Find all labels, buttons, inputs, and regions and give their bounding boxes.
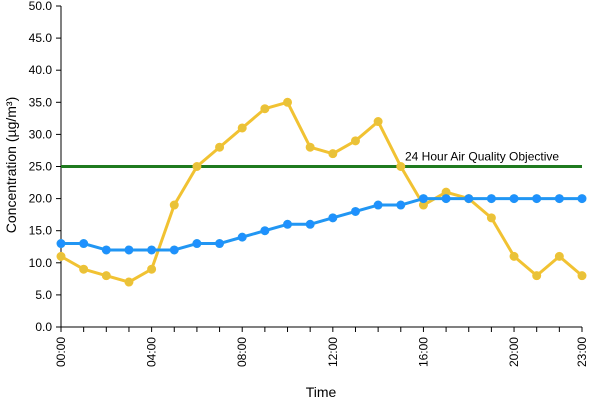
data-point [169,245,179,255]
series-line [60,100,583,284]
y-tick-label: 20.0 [29,192,53,206]
data-point [532,271,542,281]
data-point [283,97,293,107]
data-point [350,206,360,216]
data-point [464,194,474,204]
reference-line-group: 24 Hour Air Quality Objective [61,150,582,168]
air-quality-objective-label: 24 Hour Air Quality Objective [405,150,559,164]
data-point [237,232,247,242]
data-point [396,200,406,210]
data-point [260,226,270,236]
data-point [124,245,134,255]
data-point [56,251,66,261]
data-point [305,142,315,152]
x-axis-title: Time [306,384,337,400]
y-tick-label: 5.0 [35,288,52,302]
data-point [554,194,564,204]
series-0 [56,97,587,287]
data-point [79,264,89,274]
data-point [577,271,587,281]
data-point [147,264,157,274]
data-point [509,251,519,261]
x-tick-label: 08:00 [235,337,249,367]
data-point [373,117,383,127]
data-point [396,162,406,171]
x-axis-ticks: 00:00 04:00 08:00 12:00 16:00 20:00 23:00 [54,327,589,367]
series-1 [56,194,587,255]
x-tick-label: 04:00 [145,337,159,367]
y-tick-label: 10.0 [29,256,53,270]
data-point [509,194,519,204]
x-tick-label: 23:00 [575,337,589,367]
y-tick-label: 15.0 [29,224,53,238]
x-tick-label: 12:00 [326,337,340,367]
data-point [192,239,202,249]
y-tick-label: 40.0 [29,63,53,77]
x-tick-label: 16:00 [416,337,430,367]
y-axis-ticks: 0.0 5.0 10.0 15.0 20.0 25.0 30.0 35.0 40.0 45.0 50… [29,0,61,334]
y-tick-label: 25.0 [29,160,53,174]
y-tick-label: 0.0 [35,320,52,334]
series-line [61,197,582,252]
data-point [554,251,564,261]
data-point [101,245,111,255]
data-point [169,200,179,210]
series-group [56,97,587,287]
data-point [283,219,293,229]
data-point [237,123,247,133]
data-point [486,213,496,223]
y-tick-label: 30.0 [29,127,53,141]
x-tick-label: 20:00 [507,337,521,367]
data-point [56,239,66,249]
data-point [215,239,225,249]
y-axis-title: Concentration (µg/m³) [3,97,19,233]
data-point [124,277,134,287]
data-point [79,239,89,249]
y-tick-label: 50.0 [29,0,53,13]
data-point [192,162,202,171]
data-point [101,271,111,281]
data-point [215,142,225,152]
data-point [577,194,587,204]
data-point [350,136,360,146]
data-point [373,200,383,210]
x-tick-label: 00:00 [54,337,68,367]
data-point [147,245,157,255]
y-tick-label: 35.0 [29,95,53,109]
data-point [260,104,270,114]
y-tick-label: 45.0 [29,31,53,45]
data-point [328,213,338,223]
data-point [328,149,338,159]
data-point [305,219,315,229]
data-point [441,194,451,204]
data-point [486,194,496,204]
data-point [532,194,542,204]
data-point [418,194,428,204]
